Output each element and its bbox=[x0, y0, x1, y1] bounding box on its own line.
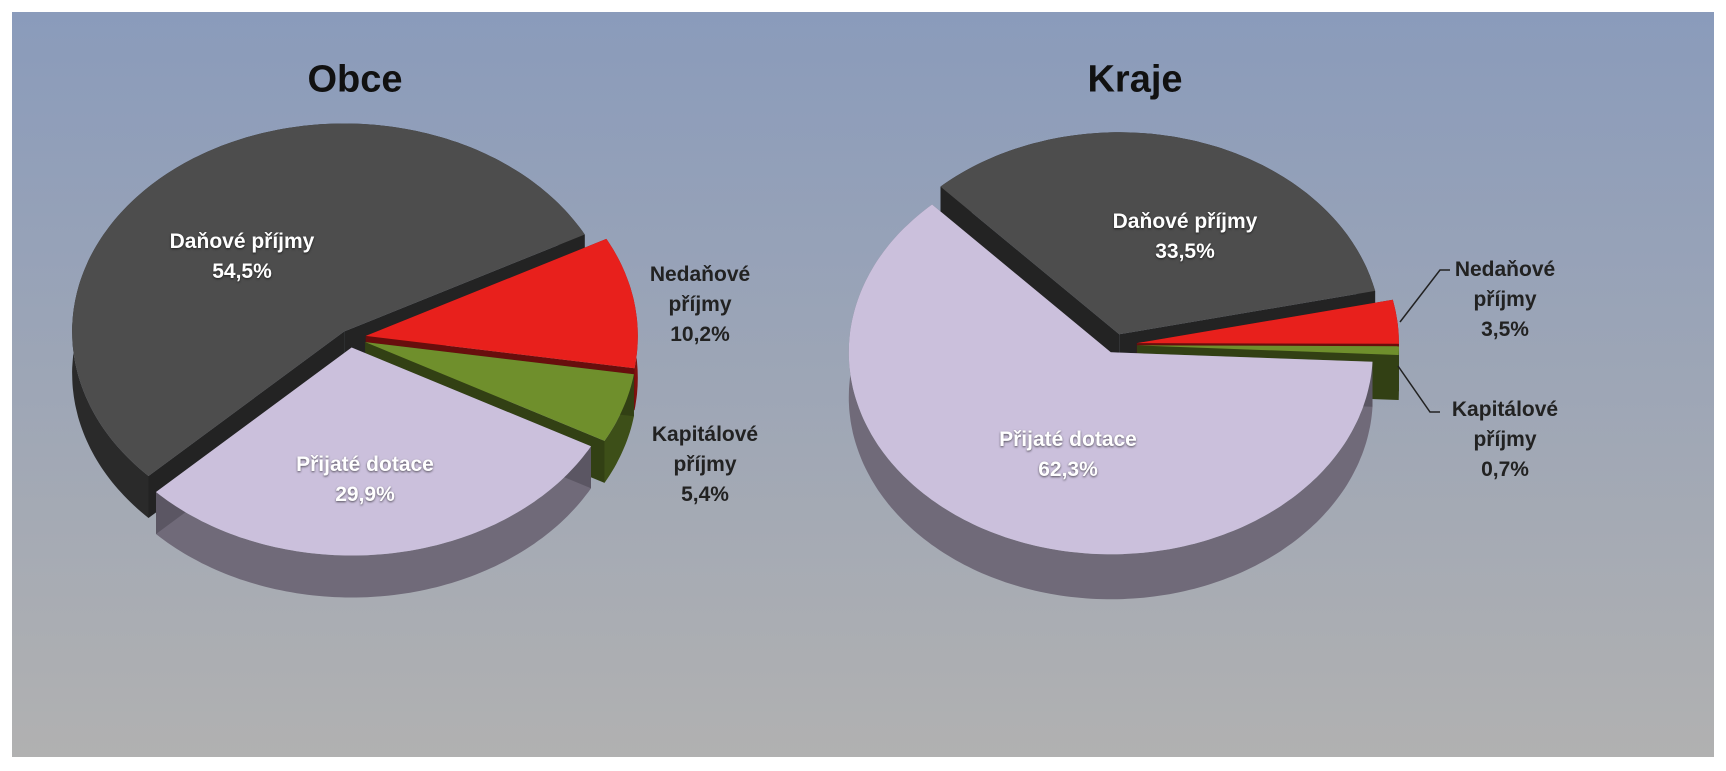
slice-side bbox=[72, 123, 585, 518]
slice-value: 3,5% bbox=[1481, 318, 1529, 341]
data-label: Kapitálové příjmy 5,4% bbox=[630, 420, 780, 510]
data-label: Nedaňové příjmy 3,5% bbox=[1435, 255, 1575, 345]
slice-value: 62,3% bbox=[1038, 458, 1098, 481]
slice-value: 0,7% bbox=[1481, 458, 1529, 481]
data-label: Přijaté dotace 62,3% bbox=[999, 425, 1137, 485]
data-label: Nedaňové příjmy 10,2% bbox=[625, 260, 775, 350]
chart-title: Obce bbox=[307, 58, 403, 101]
slice-name: Přijaté dotace bbox=[296, 453, 434, 476]
slice-name: Nedaňové příjmy bbox=[1454, 258, 1556, 311]
slice-name: Daňové příjmy bbox=[1112, 210, 1258, 233]
slice bbox=[72, 123, 585, 476]
slice bbox=[156, 347, 591, 556]
data-label: Daňové příjmy 54,5% bbox=[170, 227, 315, 287]
slice-value: 5,4% bbox=[681, 483, 729, 506]
data-label: Kapitálové příjmy 0,7% bbox=[1435, 395, 1575, 485]
slice-value: 10,2% bbox=[670, 323, 730, 346]
pies bbox=[72, 123, 1399, 600]
slice-value: 33,5% bbox=[1155, 240, 1215, 263]
slice bbox=[848, 204, 1373, 555]
slice-side bbox=[156, 446, 591, 598]
slice-name: Kapitálové příjmy bbox=[651, 423, 759, 476]
slice-name: Přijaté dotace bbox=[999, 428, 1137, 451]
slice bbox=[1137, 345, 1399, 355]
chart-title: Kraje bbox=[1087, 58, 1183, 101]
slice-name: Nedaňové příjmy bbox=[649, 263, 751, 316]
slice bbox=[940, 132, 1376, 335]
slice-value: 54,5% bbox=[212, 260, 272, 283]
leader-line bbox=[1399, 269, 1450, 323]
leader-line bbox=[1397, 365, 1440, 413]
slice bbox=[1136, 299, 1399, 344]
slice-name: Kapitálové příjmy bbox=[1451, 398, 1559, 451]
slice-value: 29,9% bbox=[335, 483, 395, 506]
slice-name: Daňové příjmy bbox=[169, 230, 315, 253]
data-label: Přijaté dotace 29,9% bbox=[296, 450, 434, 510]
slice bbox=[365, 238, 638, 369]
slice bbox=[365, 342, 634, 441]
data-label: Daňové příjmy 33,5% bbox=[1113, 207, 1258, 267]
